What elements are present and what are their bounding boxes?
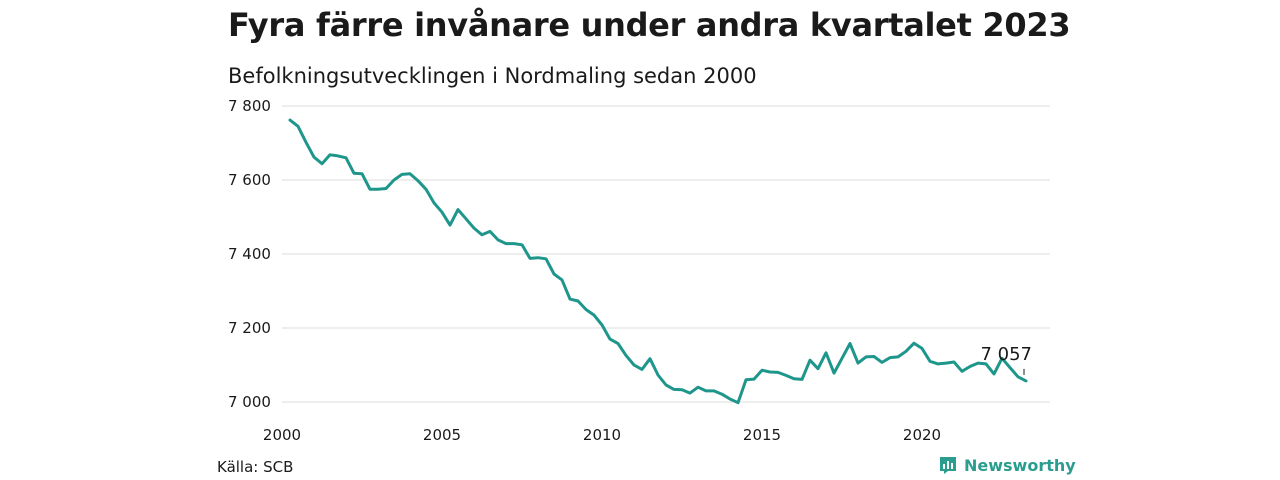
x-tick-label: 2020 [903,426,941,444]
series-layer [288,118,1028,405]
series-line [288,118,1028,405]
end-value-label: 7 057 [980,344,1032,365]
newsworthy-logo-icon [940,457,956,474]
y-tick-label: 7 800 [228,97,271,115]
y-tick-label: 7 200 [228,319,271,337]
x-tick-label: 2015 [743,426,781,444]
grid-lines [282,105,1050,403]
y-tick-label: 7 000 [228,393,271,411]
source-note: Källa: SCB [217,458,294,476]
chart-subtitle: Befolkningsutvecklingen i Nordmaling sed… [228,64,757,88]
brand-name: Newsworthy [964,455,1076,475]
x-tick-label: 2010 [583,426,621,444]
y-tick-label: 7 400 [228,245,271,263]
brand-logo: Newsworthy [938,455,1076,475]
annotation-layer: 7 057 [980,344,1032,375]
x-axis-ticks: 2000 2005 2010 2015 2020 [263,426,941,444]
y-tick-label: 7 600 [228,171,271,189]
x-tick-label: 2005 [423,426,461,444]
x-tick-label: 2000 [263,426,301,444]
chart-title: Fyra färre invånare under andra kvartale… [228,6,1071,44]
y-axis-ticks: 7 000 7 200 7 400 7 600 7 800 [228,97,271,411]
